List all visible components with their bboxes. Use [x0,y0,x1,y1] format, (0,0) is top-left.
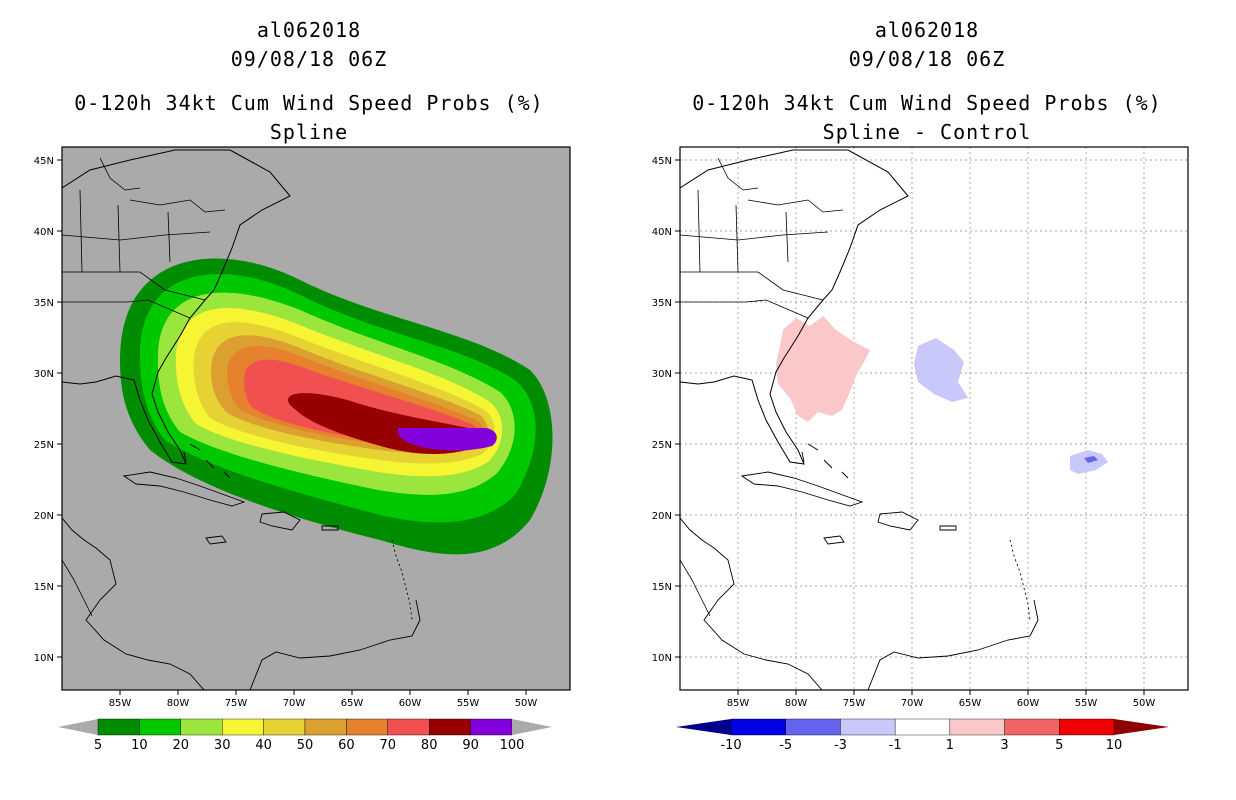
colorbar-swatch [263,718,306,736]
colorbar-label: -5 [779,738,792,753]
colorbar-label: 10 [131,738,148,753]
colorbar-swatch [470,718,513,736]
colorbar-label: 60 [338,738,355,753]
right-lon-axis: 85W 80W 75W 70W 65W 60W 55W 50W [727,690,1156,709]
lon-label: 60W [399,698,422,709]
colorbar-swatch [730,718,786,736]
left-storm-id: al062018 [256,18,362,42]
right-lat-axis: 45N 40N 35N 30N 25N 20N 15N 10N [652,156,680,664]
lat-label: 20N [34,511,54,522]
lon-label: 70W [901,698,924,709]
colorbar-label: 3 [1000,738,1008,753]
lat-label: 45N [34,156,54,167]
lon-label: 85W [727,698,750,709]
colorbar-low-end [58,719,98,735]
lon-label: 55W [1075,698,1098,709]
right-map-background [680,147,1188,690]
right-datetime: 09/08/18 06Z [848,47,1006,71]
lat-label: 15N [652,582,672,593]
colorbar-swatch [949,718,1005,736]
right-colorbar: -10 -5 -3 -1 1 3 5 10 [676,718,1169,753]
lat-label: 40N [34,227,54,238]
colorbar-label: 1 [946,738,954,753]
diff-negative-area [914,338,968,402]
right-map: 45N 40N 35N 30N 25N 20N 15N 10N 85W 80W … [652,146,1189,753]
right-product-title: 0-120h 34kt Cum Wind Speed Probs (%) [692,91,1162,115]
colorbar-label: 30 [214,738,231,753]
lon-label: 55W [457,698,480,709]
lon-label: 50W [515,698,538,709]
left-lat-axis: 45N 40N 35N 30N 25N 20N 15N 10N [34,156,62,664]
lat-label: 20N [652,511,672,522]
lon-label: 65W [959,698,982,709]
colorbar-label: 70 [380,738,397,753]
lon-label: 60W [1017,698,1040,709]
lat-label: 35N [34,298,54,309]
right-storm-id: al062018 [874,18,980,42]
lon-label: 80W [785,698,808,709]
contour-90 [397,428,497,451]
lat-label: 30N [34,369,54,380]
colorbar-low-end [676,719,731,735]
right-panel: al062018 09/08/18 06Z 0-120h 34kt Cum Wi… [618,0,1236,800]
colorbar-swatch [894,718,951,736]
lat-label: 30N [652,369,672,380]
lat-label: 45N [652,156,672,167]
colorbar-swatch [429,718,471,736]
colorbar-label: 100 [500,738,525,753]
lat-label: 15N [34,582,54,593]
lat-label: 25N [652,440,672,451]
colorbar-swatch [840,718,896,736]
right-map-frame [679,146,1189,691]
colorbar-swatch [785,718,841,736]
left-product-title: 0-120h 34kt Cum Wind Speed Probs (%) [74,91,544,115]
colorbar-swatch [180,718,223,736]
probability-contours [62,149,553,690]
colorbar-label: 10 [1106,738,1123,753]
colorbar-label: 90 [462,738,479,753]
colorbar-high-end [1114,719,1169,735]
colorbar-label: 80 [421,738,438,753]
colorbar-swatch [346,718,388,736]
colorbar-label: 5 [1055,738,1063,753]
diff-negative-core [1084,456,1098,463]
colorbar-label: 20 [173,738,190,753]
lat-label: 25N [34,440,54,451]
left-map: 45N 40N 35N 30N 25N 20N 15N 10N 85W 80W … [34,146,571,753]
lat-label: 10N [34,653,54,664]
colorbar-label: 40 [255,738,272,753]
left-datetime: 09/08/18 06Z [230,47,388,71]
lon-label: 50W [1133,698,1156,709]
lat-label: 10N [652,653,672,664]
left-panel: al062018 09/08/18 06Z 0-120h 34kt Cum Wi… [34,18,571,753]
left-colorbar: 5 10 20 30 40 50 60 70 80 90 100 [58,718,552,753]
left-subtitle: Spline [269,120,349,144]
colorbar-label: -1 [889,738,902,753]
colorbar-high-end [512,719,552,735]
left-lon-axis: 85W 80W 75W 70W 65W 60W 55W 50W [109,690,538,709]
colorbar-swatch [97,718,140,736]
lon-label: 65W [341,698,364,709]
lon-label: 75W [225,698,248,709]
lat-label: 40N [652,227,672,238]
colorbar-swatch [387,718,430,736]
lon-label: 75W [843,698,866,709]
colorbar-label: -10 [720,738,741,753]
lon-label: 85W [109,698,132,709]
diff-positive-area [776,316,870,422]
colorbar-swatch [139,718,181,736]
colorbar-label: -3 [834,738,847,753]
colorbar-swatch [304,718,347,736]
colorbar-label: 5 [94,738,102,753]
colorbar-swatch [1004,718,1060,736]
left-map-frame [61,146,571,691]
colorbar-swatch [221,718,264,736]
lat-label: 35N [652,298,672,309]
lon-label: 80W [167,698,190,709]
right-subtitle: Spline - Control [822,120,1032,144]
colorbar-swatch [1059,718,1115,736]
colorbar-label: 50 [297,738,314,753]
lon-label: 70W [283,698,306,709]
